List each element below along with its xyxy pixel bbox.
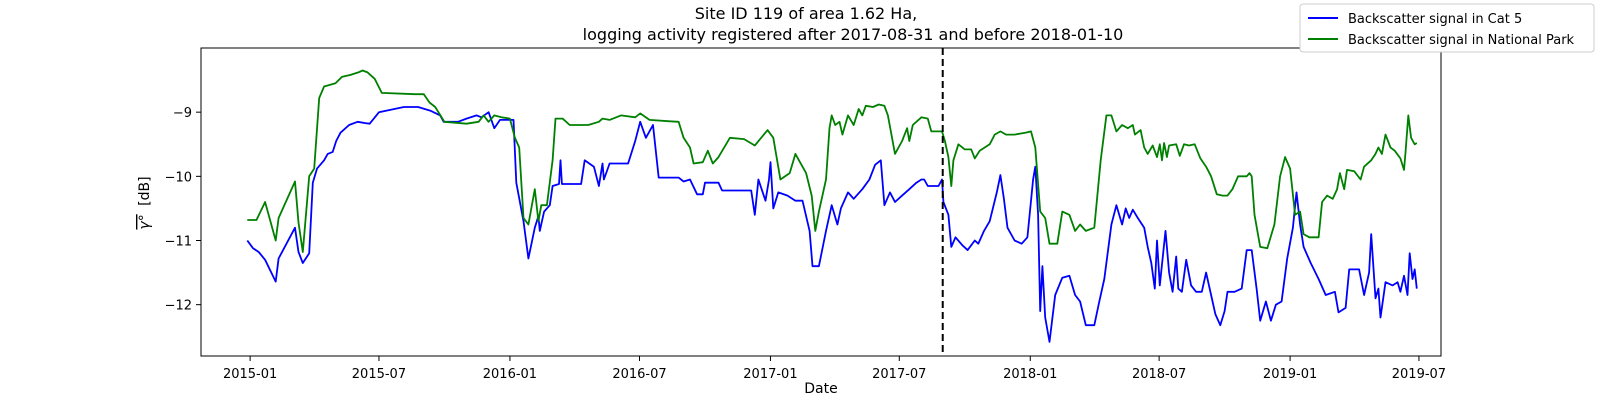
y-tick-label: −9 bbox=[173, 106, 192, 121]
y-tick-label: −11 bbox=[165, 235, 192, 250]
x-axis-label: Date bbox=[804, 381, 837, 397]
series-line-0 bbox=[246, 106, 1418, 343]
legend-label-cat5: Backscatter signal in Cat 5 bbox=[1348, 12, 1522, 27]
x-tick-label: 2017-07 bbox=[872, 367, 926, 382]
y-axis-label-symbol: γ° bbox=[137, 214, 153, 229]
x-tick-label: 2018-01 bbox=[1003, 367, 1057, 382]
plot-area: 2015-01 2015-07 2016-01 2016-07 2017-01 2017-… bbox=[165, 47, 1446, 382]
x-tick-label: 2019-01 bbox=[1263, 367, 1317, 382]
legend: Backscatter signal in Cat 5 Backscatter … bbox=[1299, 3, 1595, 53]
x-tick-label: 2015-07 bbox=[352, 367, 406, 382]
legend-label-national-park: Backscatter signal in National Park bbox=[1348, 33, 1575, 48]
x-tick-label: 2016-07 bbox=[612, 367, 666, 382]
y-axis: −9 −10 −11 −12 bbox=[165, 106, 201, 314]
legend-frame bbox=[1299, 3, 1595, 53]
x-tick-label: 2016-01 bbox=[483, 367, 537, 382]
y-tick-label: −12 bbox=[165, 299, 192, 314]
x-tick-label: 2018-07 bbox=[1132, 367, 1186, 382]
svg-text:γ° [dB]: γ° [dB] bbox=[137, 176, 153, 229]
x-axis: 2015-01 2015-07 2016-01 2016-07 2017-01 2017-… bbox=[223, 356, 1446, 382]
chart-title-line-2: logging activity registered after 2017-0… bbox=[583, 25, 1124, 44]
y-axis-label: γ° [dB] bbox=[137, 176, 153, 229]
x-tick-label: 2015-01 bbox=[223, 367, 277, 382]
chart-title-line-1: Site ID 119 of area 1.62 Ha, bbox=[695, 4, 917, 23]
x-tick-label: 2019-07 bbox=[1392, 367, 1446, 382]
y-axis-label-unit: [dB] bbox=[137, 176, 153, 205]
y-tick-label: −10 bbox=[165, 170, 192, 185]
x-tick-label: 2017-01 bbox=[743, 367, 797, 382]
